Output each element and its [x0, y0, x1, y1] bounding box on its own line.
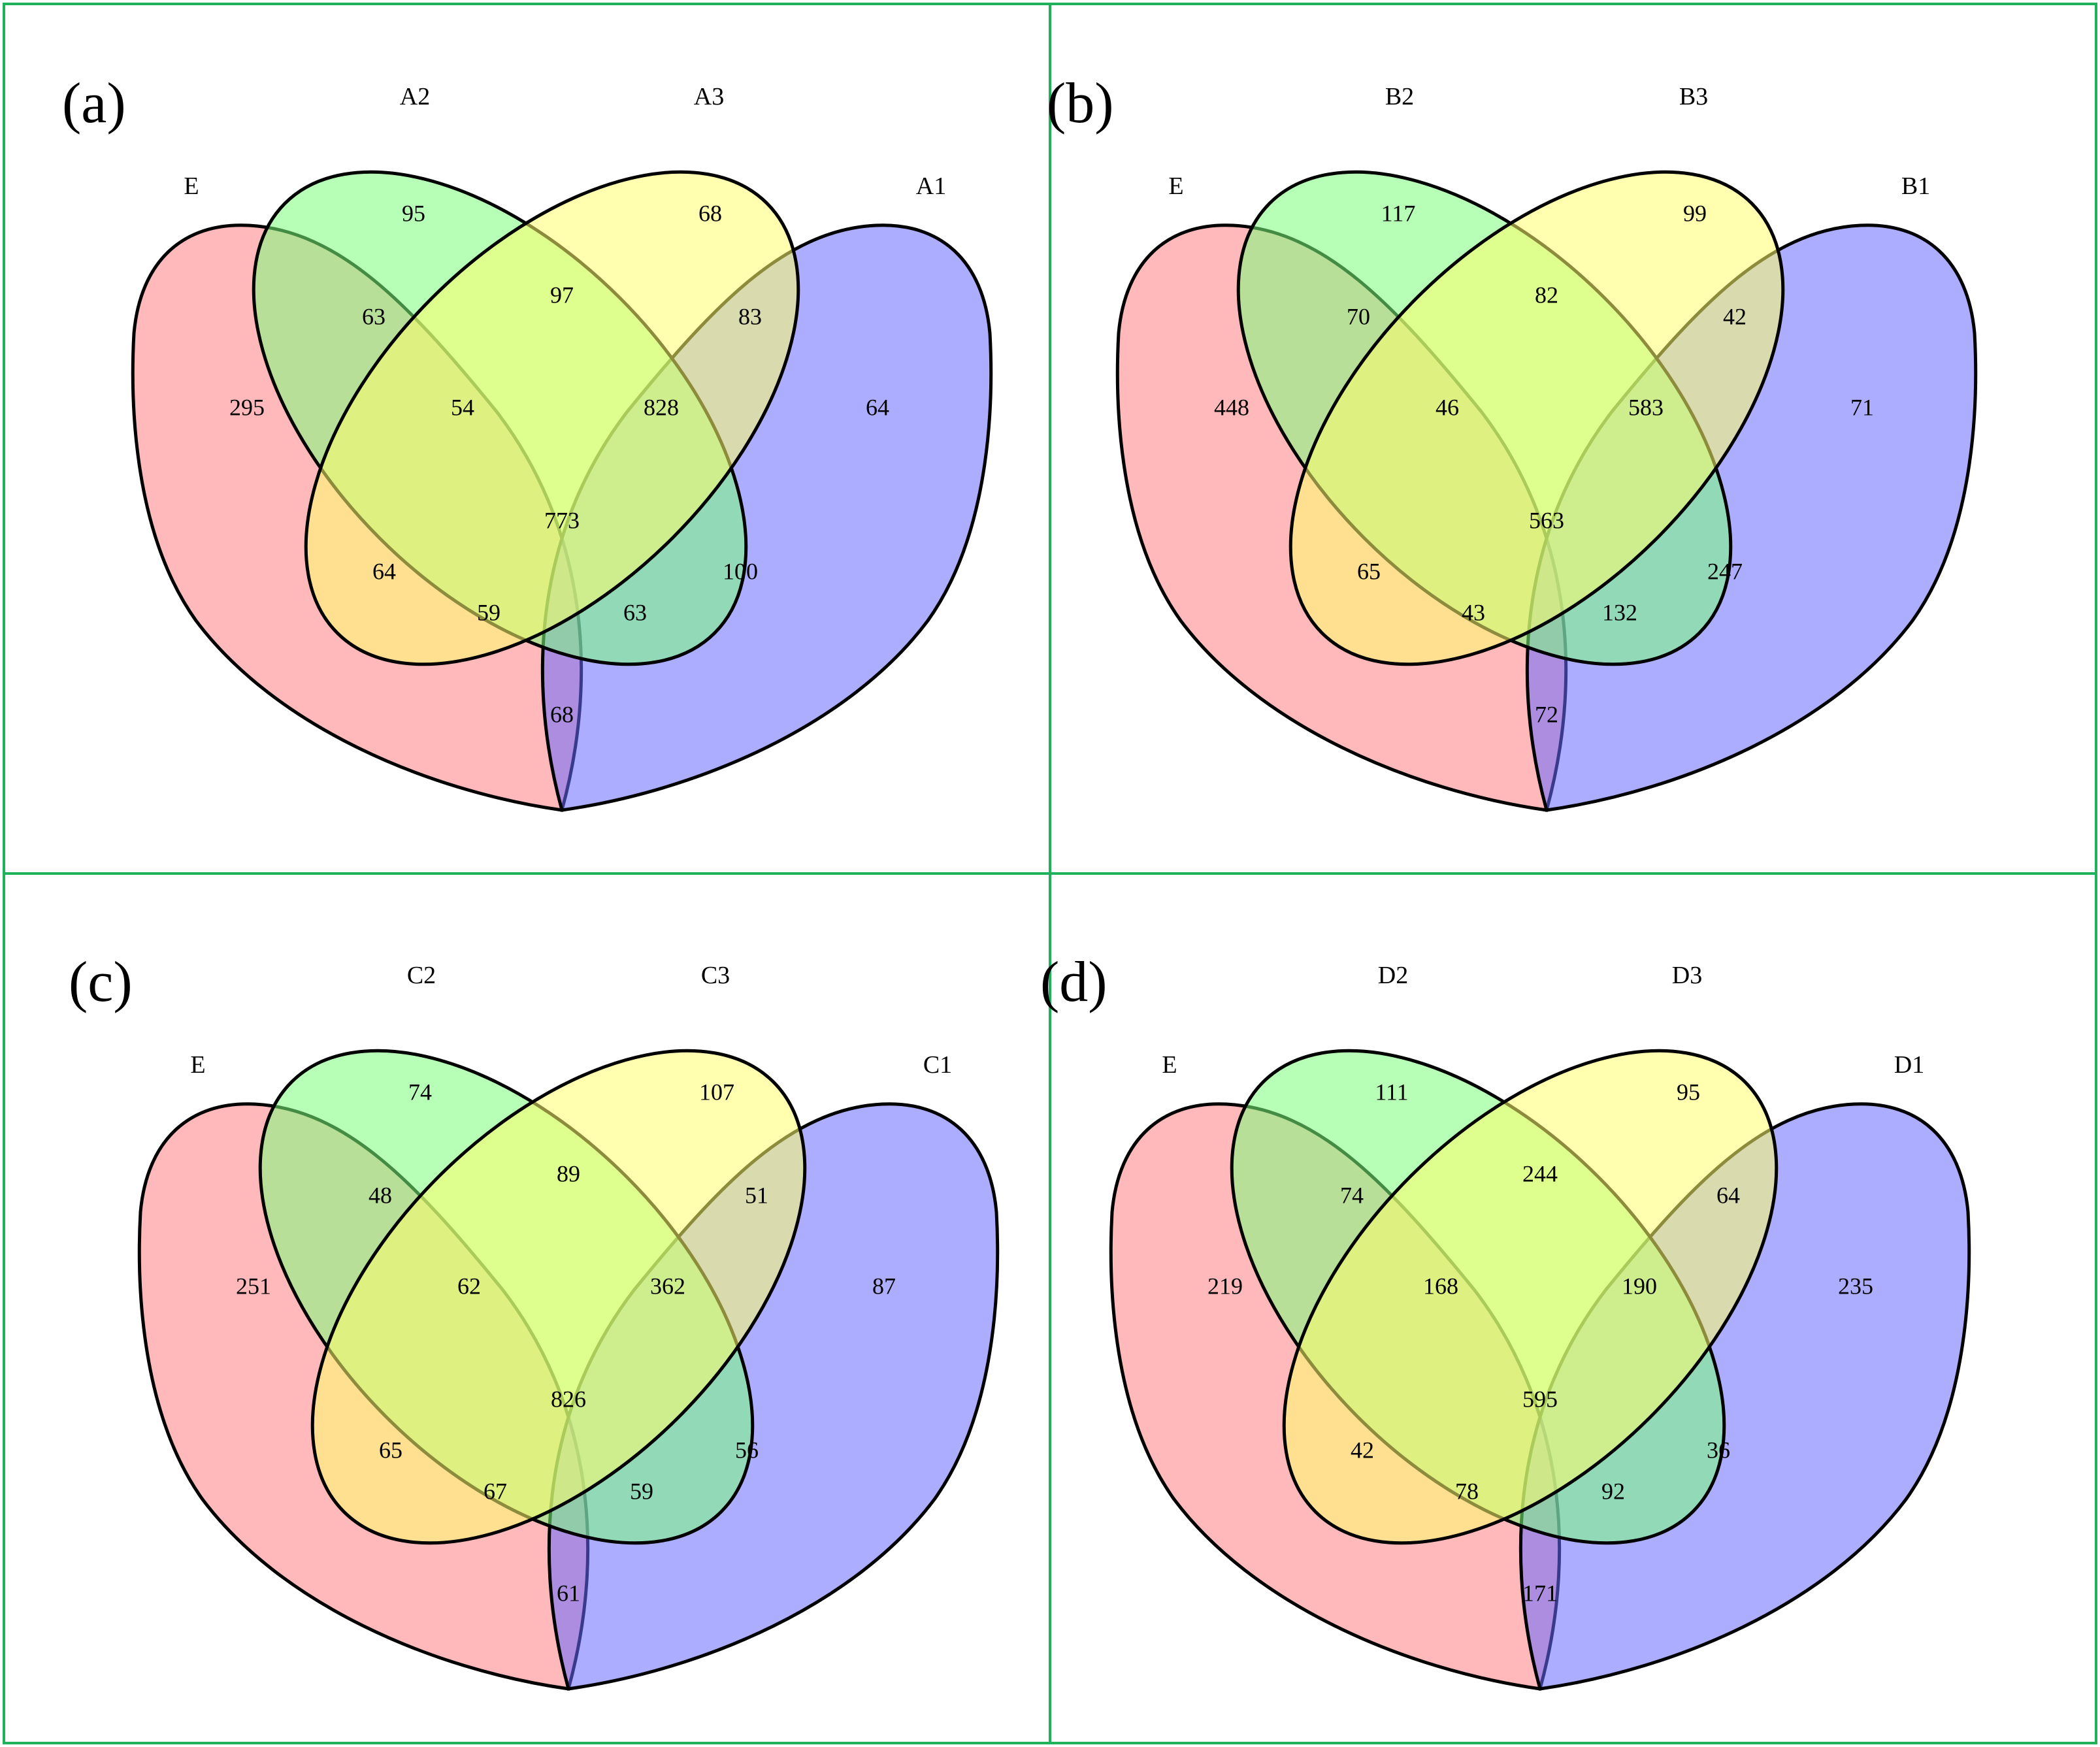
set-label-s2: C2 [407, 962, 436, 989]
region-value-s2-s3: 244 [1522, 1160, 1558, 1186]
region-value-e-s2: 63 [362, 303, 386, 329]
set-label-s3: C3 [701, 962, 730, 989]
set-label-e: E [184, 172, 199, 200]
region-value-s2-s3-s1: 362 [650, 1273, 685, 1299]
region-value-e: 448 [1214, 394, 1249, 420]
region-value-e-s2: 70 [1347, 303, 1370, 329]
venn-set-s3-shape [310, 1049, 807, 1545]
region-value-e-s2-s3: 46 [1436, 394, 1459, 420]
region-value-e-s1: 68 [550, 701, 574, 727]
region-value-e-s1: 61 [557, 1580, 580, 1606]
set-label-e: E [1162, 1051, 1177, 1079]
set-label-s1: C1 [923, 1051, 952, 1079]
region-value-e-s3-s1: 67 [484, 1478, 507, 1504]
set-label-s2: A2 [400, 83, 430, 110]
region-value-s2-s3-s1: 583 [1628, 394, 1664, 420]
region-value-e-s3-s1: 59 [477, 599, 500, 625]
region-value-e-s2-s1: 132 [1602, 599, 1637, 625]
set-label-s3: A3 [694, 83, 724, 110]
region-value-e: 251 [236, 1273, 271, 1299]
region-value-s1: 87 [872, 1273, 896, 1299]
set-label-s3: D3 [1672, 962, 1702, 989]
region-value-s2-s1: 36 [1707, 1437, 1730, 1463]
region-value-s2-s3: 97 [550, 282, 574, 308]
set-label-s2: D2 [1378, 962, 1408, 989]
region-value-e-s2-s3: 168 [1423, 1273, 1458, 1299]
region-value-s3: 107 [699, 1079, 734, 1105]
set-label-s1: B1 [1901, 172, 1930, 200]
region-value-e-s2-s3: 62 [457, 1273, 481, 1299]
set-label-s1: A1 [916, 172, 946, 200]
region-value-s2-s3-s1: 828 [644, 394, 679, 420]
region-value-e-s2-s1: 59 [630, 1478, 653, 1504]
region-value-s2: 95 [402, 200, 425, 226]
region-value-s2-s1: 247 [1707, 558, 1743, 584]
region-value-all: 563 [1529, 507, 1564, 533]
region-value-s2-s3: 82 [1535, 282, 1558, 308]
region-value-s3-s1: 64 [1716, 1182, 1740, 1208]
region-value-e-s2: 48 [369, 1182, 392, 1208]
region-value-s3-s1: 42 [1723, 303, 1747, 329]
region-value-e: 219 [1207, 1273, 1243, 1299]
region-value-s3: 68 [698, 200, 722, 226]
set-label-s3: B3 [1679, 83, 1708, 110]
venn-panel-c: (c) E C2 C3 C1 251 74 107 87 48 89 51 62 362 65 826 56 67… [69, 951, 1000, 1691]
venn-panel-a: (a) E A2 A3 A1 295 95 68 64 63 97 83 54 828 64 773 100 59… [62, 72, 993, 812]
region-value-all: 773 [544, 507, 580, 533]
region-value-all: 826 [551, 1386, 586, 1412]
region-value-e-s3-s1: 43 [1462, 599, 1485, 625]
region-value-s2-s3-s1: 190 [1622, 1273, 1657, 1299]
region-value-s2-s1: 56 [735, 1437, 759, 1463]
set-label-e: E [190, 1051, 205, 1079]
region-value-s1: 235 [1838, 1273, 1873, 1299]
region-value-e-s1: 72 [1535, 701, 1558, 727]
region-value-e-s2-s1: 63 [623, 599, 647, 625]
region-value-e: 295 [229, 394, 265, 420]
panel-label: (d) [1040, 951, 1107, 1014]
region-value-e-s2-s3: 54 [451, 394, 474, 420]
region-value-e-s3: 65 [1357, 558, 1381, 584]
venn-set-s3-shape [1288, 170, 1785, 666]
set-label-s1: D1 [1894, 1051, 1924, 1079]
region-value-all: 595 [1522, 1386, 1558, 1412]
region-value-s2-s3: 89 [557, 1160, 580, 1186]
region-value-s2: 117 [1381, 200, 1416, 226]
region-value-s3-s1: 51 [745, 1182, 768, 1208]
region-value-s2: 74 [408, 1079, 432, 1105]
region-value-e-s1: 171 [1522, 1580, 1558, 1606]
region-value-e-s3: 42 [1351, 1437, 1374, 1463]
region-value-s3: 95 [1677, 1079, 1700, 1105]
venn-set-s3-shape [1282, 1049, 1779, 1545]
region-value-s3-s1: 83 [738, 303, 762, 329]
region-value-e-s2: 74 [1340, 1182, 1364, 1208]
venn-panel-d: (d) E D2 D3 D1 219 111 95 235 74 244 64 168 190 42 595 3… [1040, 951, 1971, 1691]
set-label-e: E [1168, 172, 1183, 200]
panel-label: (a) [62, 72, 126, 135]
region-value-e-s3: 64 [372, 558, 396, 584]
region-value-e-s3: 65 [379, 1437, 402, 1463]
set-label-s2: B2 [1385, 83, 1414, 110]
region-value-s1: 64 [866, 394, 889, 420]
region-value-e-s2-s1: 92 [1601, 1478, 1625, 1504]
region-value-s2-s1: 100 [723, 558, 758, 584]
panel-label: (b) [1047, 72, 1114, 135]
region-value-s2: 111 [1375, 1079, 1408, 1105]
region-value-s3: 99 [1683, 200, 1707, 226]
panel-label: (c) [69, 951, 133, 1014]
venn-panel-b: (b) E B2 B3 B1 448 117 99 71 70 82 42 46 583 65 563 247 4… [1047, 72, 1978, 812]
region-value-e-s3-s1: 78 [1455, 1478, 1479, 1504]
venn-set-s3-shape [304, 170, 800, 666]
region-value-s1: 71 [1850, 394, 1874, 420]
